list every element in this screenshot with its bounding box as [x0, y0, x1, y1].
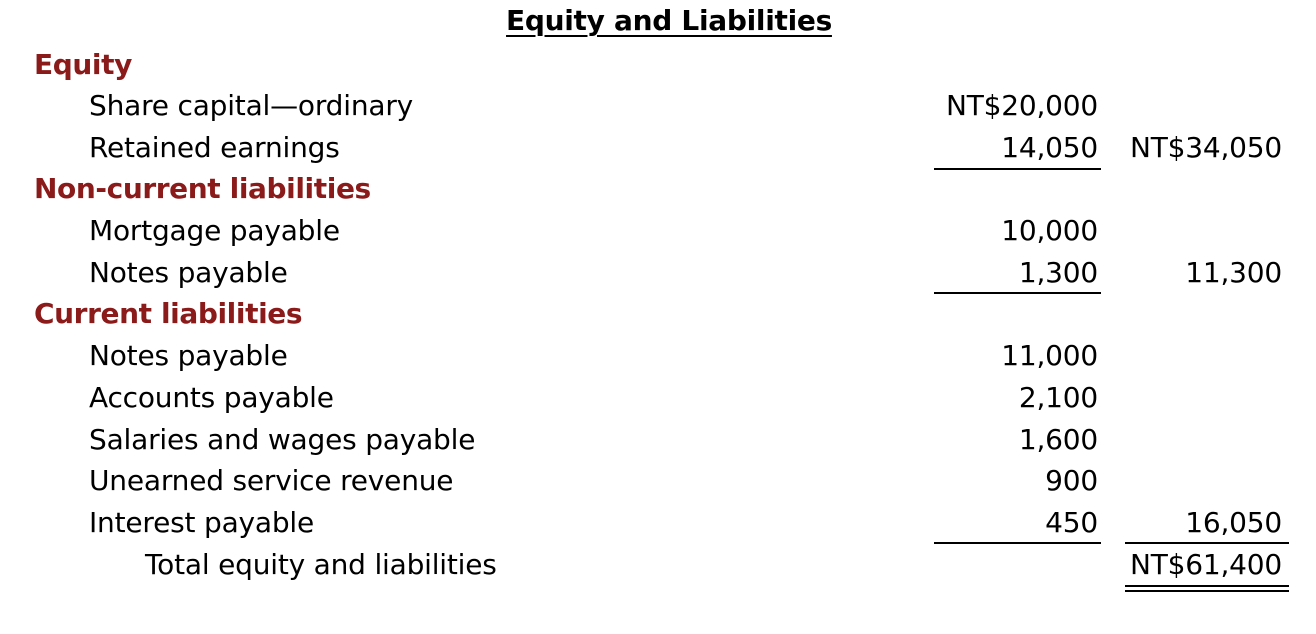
- underline-rule: [934, 292, 1101, 294]
- underline-rule: [934, 542, 1101, 544]
- line-item-label: Notes payable: [89, 339, 288, 372]
- section-heading-current: Current liabilities: [34, 297, 303, 330]
- line-item-amount: 1,300: [1018, 256, 1098, 289]
- line-item-amount: 900: [1045, 464, 1098, 497]
- line-item-label: Unearned service revenue: [89, 464, 454, 497]
- section-heading-noncurrent: Non-current liabilities: [34, 172, 371, 205]
- line-item-label: Share capital—ordinary: [89, 89, 414, 122]
- total-label: Total equity and liabilities: [145, 548, 497, 581]
- line-item-label: Notes payable: [89, 256, 288, 289]
- subtotal-amount: 16,050: [1185, 506, 1282, 539]
- double-underline-top: [1125, 585, 1289, 587]
- line-item-label: Accounts payable: [89, 381, 334, 414]
- section-heading-equity: Equity: [34, 48, 132, 81]
- double-underline-bottom: [1125, 590, 1289, 592]
- line-item-amount: 10,000: [1001, 214, 1098, 247]
- line-item-amount: 450: [1045, 506, 1098, 539]
- line-item-amount: 11,000: [1001, 339, 1098, 372]
- line-item-amount: 2,100: [1018, 381, 1098, 414]
- line-item-amount: 1,600: [1018, 423, 1098, 456]
- line-item-label: Retained earnings: [89, 131, 340, 164]
- line-item-amount: 14,050: [1001, 131, 1098, 164]
- line-item-amount: NT$20,000: [945, 89, 1098, 122]
- subtotal-amount: NT$34,050: [1129, 131, 1282, 164]
- line-item-label: Salaries and wages payable: [89, 423, 476, 456]
- total-amount: NT$61,400: [1129, 548, 1282, 581]
- underline-rule: [1125, 542, 1289, 544]
- underline-rule: [934, 168, 1101, 170]
- statement-title: Equity and Liabilities: [506, 4, 832, 37]
- line-item-label: Interest payable: [89, 506, 315, 539]
- subtotal-amount: 11,300: [1185, 256, 1282, 289]
- line-item-label: Mortgage payable: [89, 214, 340, 247]
